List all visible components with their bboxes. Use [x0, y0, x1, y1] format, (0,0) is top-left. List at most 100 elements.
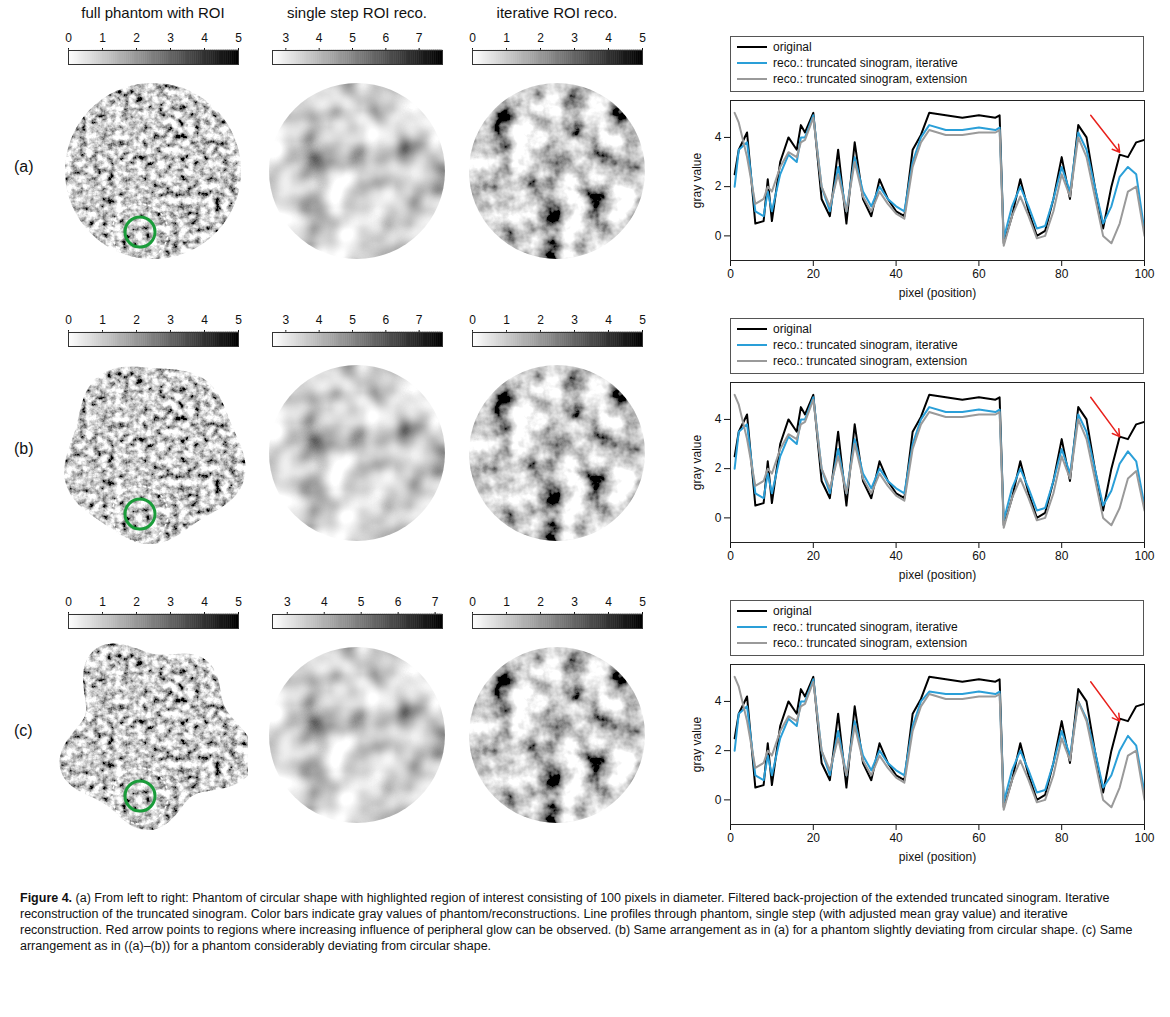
svg-text:40: 40: [889, 549, 903, 563]
svg-text:gray value: gray value: [690, 152, 704, 208]
svg-text:20: 20: [807, 549, 821, 563]
svg-text:2: 2: [715, 743, 722, 757]
svg-text:20: 20: [807, 267, 821, 281]
html-text:iterative ROI reco.: iterative ROI reco.: [496, 4, 618, 21]
svg-text:60: 60: [972, 831, 986, 845]
svg-text:2: 2: [715, 179, 722, 193]
svg-text:7: 7: [416, 31, 423, 45]
html-text:reco.: truncated sinogram, ext: reco.: truncated sinogram, extension: [773, 354, 968, 368]
svg-text:4: 4: [715, 130, 722, 144]
svg-text:0: 0: [727, 831, 734, 845]
svg-text:0: 0: [727, 549, 734, 563]
svg-text:4: 4: [605, 31, 612, 45]
svg-text:3: 3: [167, 313, 174, 327]
svg-text:20: 20: [807, 831, 821, 845]
svg-text:1: 1: [503, 595, 510, 609]
svg-text:1: 1: [503, 31, 510, 45]
svg-text:5: 5: [235, 595, 242, 609]
svg-text:0: 0: [469, 31, 476, 45]
svg-text:0: 0: [469, 313, 476, 327]
svg-text:0: 0: [65, 595, 72, 609]
svg-text:4: 4: [605, 313, 612, 327]
html-text:reco.: truncated sinogram, ext: reco.: truncated sinogram, extension: [773, 72, 968, 86]
svg-text:100: 100: [1134, 267, 1154, 281]
svg-text:7: 7: [432, 595, 439, 609]
svg-text:4: 4: [316, 313, 323, 327]
svg-text:80: 80: [1055, 267, 1069, 281]
svg-text:100: 100: [1134, 831, 1154, 845]
svg-text:60: 60: [972, 267, 986, 281]
svg-text:1: 1: [503, 313, 510, 327]
svg-text:0: 0: [715, 229, 722, 243]
svg-text:2: 2: [133, 31, 140, 45]
svg-text:pixel (position): pixel (position): [899, 568, 976, 582]
svg-text:2: 2: [537, 31, 544, 45]
svg-text:2: 2: [715, 461, 722, 475]
svg-text:4: 4: [201, 313, 208, 327]
svg-text:4: 4: [321, 595, 328, 609]
svg-text:5: 5: [358, 595, 365, 609]
svg-text:4: 4: [605, 595, 612, 609]
svg-text:2: 2: [133, 313, 140, 327]
svg-text:6: 6: [382, 313, 389, 327]
html-text:single step ROI reco.: single step ROI reco.: [287, 4, 427, 21]
svg-text:100: 100: [1134, 549, 1154, 563]
svg-text:1: 1: [99, 595, 106, 609]
svg-text:5: 5: [639, 313, 646, 327]
html-text:(c): (c): [14, 722, 33, 739]
svg-text:gray value: gray value: [690, 434, 704, 490]
svg-text:2: 2: [133, 595, 140, 609]
html-text:reco.: truncated sinogram, ext: reco.: truncated sinogram, extension: [773, 636, 968, 650]
svg-text:1: 1: [99, 31, 106, 45]
svg-text:6: 6: [382, 31, 389, 45]
svg-text:7: 7: [416, 313, 423, 327]
svg-text:1: 1: [99, 313, 106, 327]
svg-text:pixel (position): pixel (position): [899, 850, 976, 864]
svg-text:5: 5: [235, 313, 242, 327]
svg-text:0: 0: [65, 313, 72, 327]
svg-text:5: 5: [639, 595, 646, 609]
svg-text:4: 4: [201, 31, 208, 45]
svg-text:2: 2: [537, 313, 544, 327]
html-text:(b): (b): [14, 440, 34, 457]
html-text:original: original: [773, 322, 812, 336]
html-text:full phantom with ROI: full phantom with ROI: [81, 4, 225, 21]
svg-text:3: 3: [167, 595, 174, 609]
svg-text:4: 4: [201, 595, 208, 609]
html-text:original: original: [773, 40, 812, 54]
html-text:reco.: truncated sinogram, ite: reco.: truncated sinogram, iterative: [773, 56, 958, 70]
svg-text:3: 3: [284, 595, 291, 609]
svg-text:gray value: gray value: [690, 716, 704, 772]
svg-text:4: 4: [715, 412, 722, 426]
html-text:original: original: [773, 604, 812, 618]
svg-text:5: 5: [349, 313, 356, 327]
svg-text:3: 3: [571, 595, 578, 609]
svg-text:4: 4: [316, 31, 323, 45]
svg-text:40: 40: [889, 831, 903, 845]
svg-text:5: 5: [639, 31, 646, 45]
svg-text:0: 0: [727, 267, 734, 281]
svg-text:0: 0: [65, 31, 72, 45]
html-text:(a): (a): [14, 158, 34, 175]
svg-text:pixel (position): pixel (position): [899, 286, 976, 300]
svg-text:40: 40: [889, 267, 903, 281]
svg-text:4: 4: [715, 694, 722, 708]
html-text:reco.: truncated sinogram, ite: reco.: truncated sinogram, iterative: [773, 338, 958, 352]
svg-text:5: 5: [235, 31, 242, 45]
svg-text:3: 3: [571, 31, 578, 45]
svg-text:60: 60: [972, 549, 986, 563]
html-text:reco.: truncated sinogram, ite: reco.: truncated sinogram, iterative: [773, 620, 958, 634]
svg-text:80: 80: [1055, 549, 1069, 563]
svg-text:3: 3: [282, 31, 289, 45]
svg-text:3: 3: [571, 313, 578, 327]
svg-text:5: 5: [349, 31, 356, 45]
svg-text:0: 0: [715, 511, 722, 525]
svg-text:6: 6: [395, 595, 402, 609]
svg-text:0: 0: [715, 793, 722, 807]
svg-text:3: 3: [167, 31, 174, 45]
html-text:Figure 4. (a) From left to rig: Figure 4. (a) From left to right: Phanto…: [20, 891, 1133, 953]
svg-text:2: 2: [537, 595, 544, 609]
svg-text:0: 0: [469, 595, 476, 609]
svg-text:80: 80: [1055, 831, 1069, 845]
svg-text:3: 3: [282, 313, 289, 327]
